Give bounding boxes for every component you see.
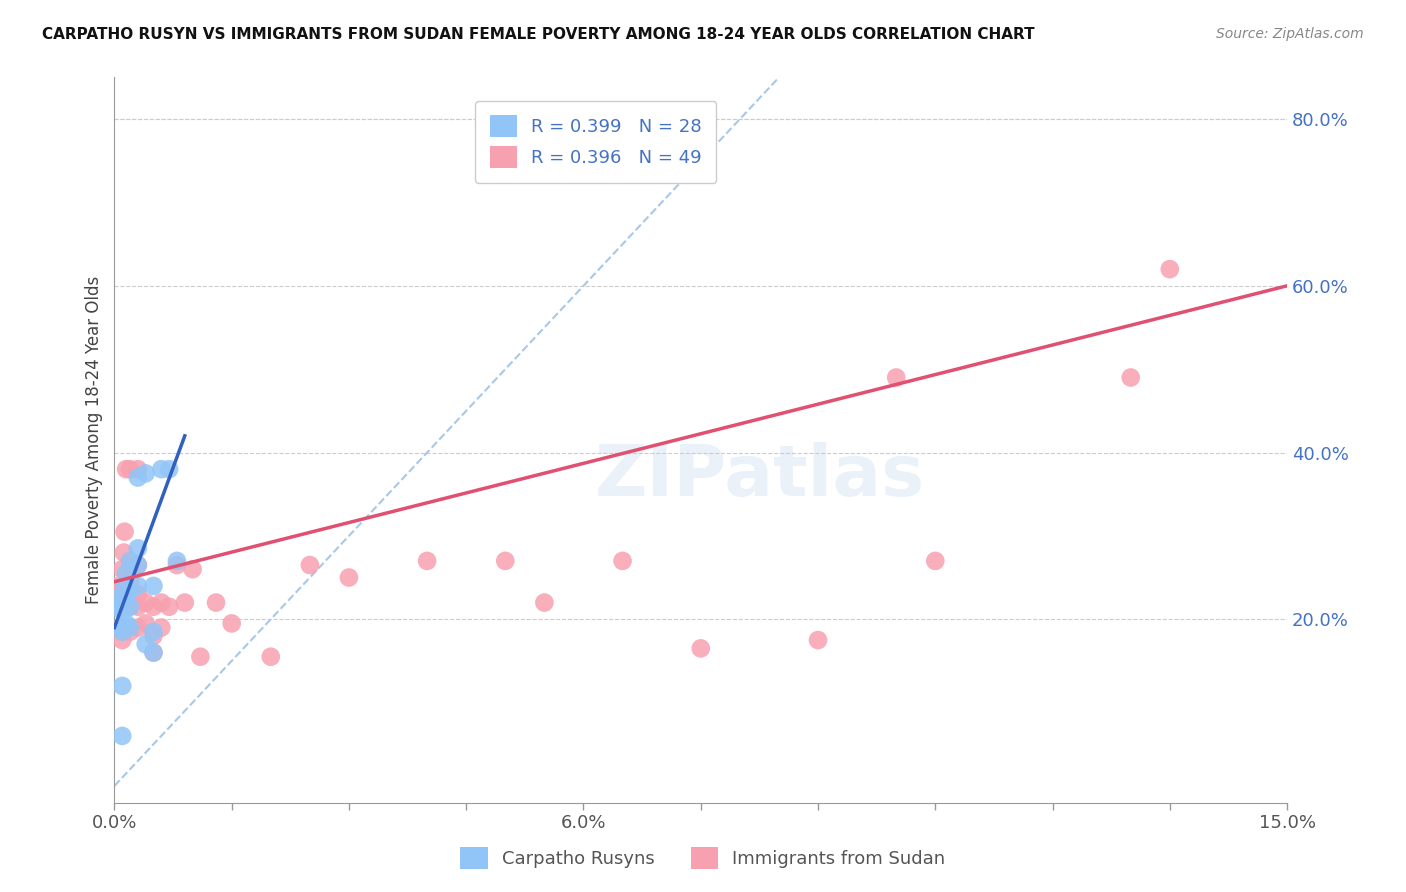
Point xyxy=(111,633,134,648)
Point xyxy=(111,599,134,614)
Point xyxy=(127,621,149,635)
Point xyxy=(115,566,138,581)
Point xyxy=(260,649,283,664)
Point xyxy=(190,649,212,664)
Point xyxy=(135,596,157,610)
Legend: R = 0.399   N = 28, R = 0.396   N = 49: R = 0.399 N = 28, R = 0.396 N = 49 xyxy=(475,101,716,183)
Point xyxy=(127,470,149,484)
Point xyxy=(127,462,149,476)
Point xyxy=(205,596,228,610)
Point xyxy=(181,562,204,576)
Point xyxy=(118,599,141,614)
Point xyxy=(114,579,136,593)
Point xyxy=(118,591,141,606)
Point xyxy=(112,591,135,606)
Point xyxy=(150,462,173,476)
Point xyxy=(416,554,439,568)
Point xyxy=(142,646,165,660)
Point xyxy=(118,599,141,614)
Point xyxy=(135,616,157,631)
Point xyxy=(533,596,555,610)
Point xyxy=(337,570,360,584)
Point xyxy=(221,616,243,631)
Point xyxy=(1119,370,1142,384)
Point xyxy=(494,554,516,568)
Point xyxy=(112,545,135,559)
Point xyxy=(135,637,157,651)
Point xyxy=(111,729,134,743)
Point xyxy=(127,579,149,593)
Point xyxy=(118,558,141,572)
Point xyxy=(127,558,149,572)
Point xyxy=(110,621,132,635)
Point xyxy=(173,596,195,610)
Text: CARPATHO RUSYN VS IMMIGRANTS FROM SUDAN FEMALE POVERTY AMONG 18-24 YEAR OLDS COR: CARPATHO RUSYN VS IMMIGRANTS FROM SUDAN … xyxy=(42,27,1035,42)
Point xyxy=(118,554,141,568)
Point xyxy=(298,558,321,572)
Point xyxy=(115,462,138,476)
Point xyxy=(135,467,157,481)
Point xyxy=(127,558,149,572)
Point xyxy=(157,462,180,476)
Point xyxy=(612,554,634,568)
Point xyxy=(142,629,165,643)
Point xyxy=(166,554,188,568)
Point xyxy=(924,554,946,568)
Point xyxy=(118,582,141,597)
Point xyxy=(111,604,134,618)
Point xyxy=(107,599,129,614)
Point xyxy=(127,599,149,614)
Point xyxy=(166,558,188,572)
Point xyxy=(118,624,141,639)
Point xyxy=(110,582,132,597)
Point xyxy=(150,596,173,610)
Point xyxy=(1159,262,1181,277)
Point xyxy=(127,587,149,601)
Point xyxy=(884,370,907,384)
Point xyxy=(142,646,165,660)
Point xyxy=(157,599,180,614)
Point xyxy=(807,633,830,648)
Point xyxy=(111,562,134,576)
Point xyxy=(107,591,129,606)
Point xyxy=(142,599,165,614)
Point xyxy=(150,621,173,635)
Point xyxy=(118,462,141,476)
Point xyxy=(107,579,129,593)
Point xyxy=(111,624,134,639)
Point xyxy=(114,524,136,539)
Point xyxy=(107,591,129,606)
Point xyxy=(118,574,141,589)
Point xyxy=(689,641,711,656)
Text: Source: ZipAtlas.com: Source: ZipAtlas.com xyxy=(1216,27,1364,41)
Point xyxy=(115,616,138,631)
Point xyxy=(142,579,165,593)
Text: ZIPatlas: ZIPatlas xyxy=(595,442,924,511)
Y-axis label: Female Poverty Among 18-24 Year Olds: Female Poverty Among 18-24 Year Olds xyxy=(86,276,103,604)
Point xyxy=(118,621,141,635)
Legend: Carpatho Rusyns, Immigrants from Sudan: Carpatho Rusyns, Immigrants from Sudan xyxy=(451,838,955,879)
Point xyxy=(142,624,165,639)
Point xyxy=(127,541,149,556)
Point xyxy=(111,582,134,597)
Point xyxy=(111,679,134,693)
Point xyxy=(115,591,138,606)
Point xyxy=(111,621,134,635)
